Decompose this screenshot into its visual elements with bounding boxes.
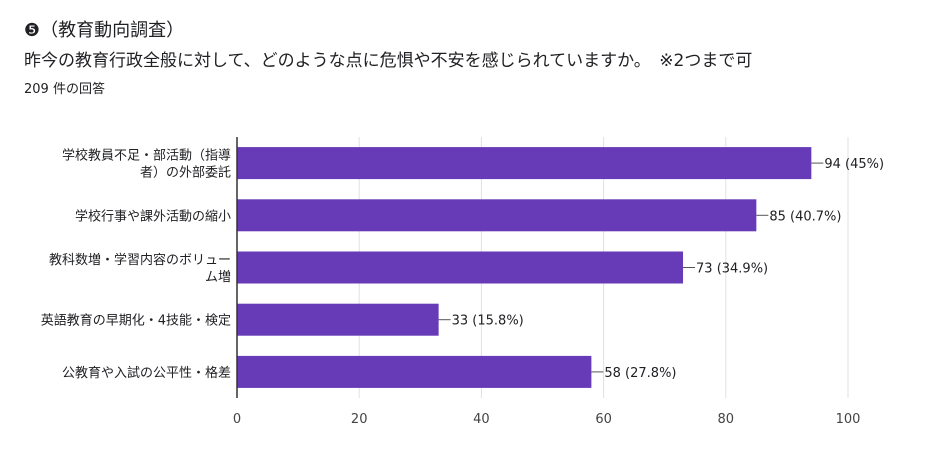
data-label-2: 73 (34.9%) bbox=[696, 262, 768, 277]
x-tick-label-1: 20 bbox=[351, 412, 368, 427]
bar-4 bbox=[237, 355, 592, 388]
question-text: 昨今の教育行政全般に対して、どのような点に危惧や不安を感じられていますか。 ※2… bbox=[24, 51, 753, 71]
bar-3 bbox=[237, 303, 439, 336]
category-label-3-line-0: 英語教育の早期化・4技能・検定 bbox=[41, 313, 231, 329]
category-label-2-line-0: 教科数増・学習内容のボリュー bbox=[49, 252, 231, 268]
data-label-1: 85 (40.7%) bbox=[769, 209, 841, 224]
category-label-1-line-0: 学校行事や課外活動の縮小 bbox=[75, 208, 231, 224]
x-tick-label-5: 100 bbox=[836, 412, 861, 427]
bar-0 bbox=[237, 147, 812, 180]
chart-header: ❺（教育動向調査） 昨今の教育行政全般に対して、どのような点に危惧や不安を感じら… bbox=[24, 18, 931, 100]
bar-1 bbox=[237, 199, 757, 232]
x-tick-label-0: 0 bbox=[233, 412, 241, 427]
data-label-4: 58 (27.8%) bbox=[604, 366, 676, 381]
category-label-2-line-1: ム増 bbox=[205, 270, 231, 285]
bar-2 bbox=[237, 251, 684, 284]
data-label-0: 94 (45%) bbox=[824, 157, 884, 172]
x-tick-label-4: 80 bbox=[718, 412, 735, 427]
category-label-4-line-0: 公教育や入試の公平性・格差 bbox=[62, 365, 231, 381]
category-label-0-line-0: 学校教員不足・部活動（指導 bbox=[62, 148, 231, 164]
category-label-0-line-1: 者）の外部委託 bbox=[140, 165, 231, 181]
response-count: 209 件の回答 bbox=[24, 82, 105, 97]
question-number-title: ❺（教育動向調査） bbox=[24, 20, 185, 41]
x-tick-label-3: 60 bbox=[595, 412, 612, 427]
x-tick-label-2: 40 bbox=[473, 412, 490, 427]
data-label-3: 33 (15.8%) bbox=[452, 314, 524, 329]
